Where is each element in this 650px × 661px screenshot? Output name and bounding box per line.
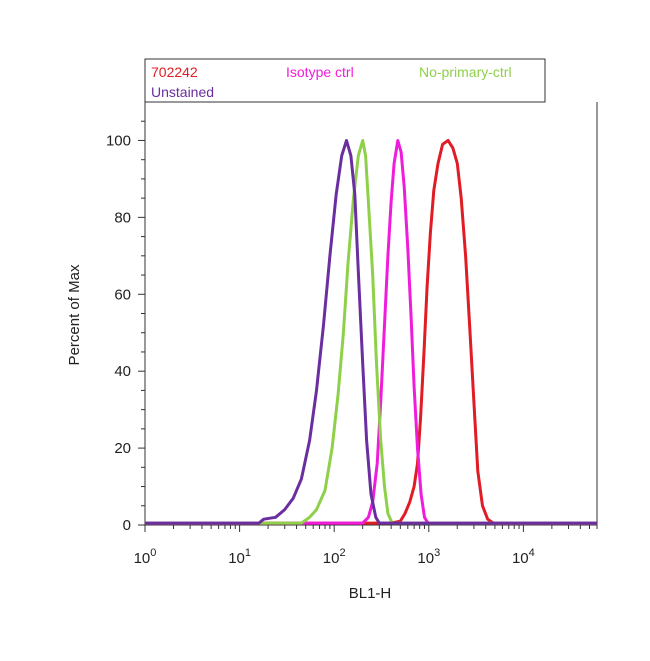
legend-entry: No-primary-ctrl [419,64,512,80]
x-tick-label: 100 [134,547,157,567]
legend-entry: Isotype ctrl [286,64,354,80]
y-tick-label: 60 [114,286,131,303]
y-tick-label: 0 [123,517,131,534]
legend-entry: 702242 [151,64,198,80]
x-tick-label: 102 [323,547,346,567]
y-tick-label: 40 [114,363,131,380]
legend: 702242 Isotype ctrl No-primary-ctrl Unstain… [151,64,512,100]
y-tick-label: 100 [106,132,131,149]
y-tick-label: 80 [114,209,131,226]
legend-box [144,58,546,103]
x-tick-label: 104 [512,547,535,567]
y-tick-label: 20 [114,440,131,457]
x-tick-labels: 100 101 102 103 104 [134,547,535,567]
x-tick-label: 101 [228,547,251,567]
series-line [145,139,597,525]
plot-curves [145,139,597,525]
x-tick-label: 103 [417,547,440,567]
legend-entry: Unstained [151,84,214,100]
series-line [145,139,597,525]
y-axis-title: Percent of Max [66,264,83,365]
x-axis-title: BL1-H [349,585,392,602]
series-line [145,139,597,525]
y-tick-labels: 0 20 40 60 80 100 [106,132,131,534]
plot-axes [138,102,598,532]
series-line [145,139,597,525]
